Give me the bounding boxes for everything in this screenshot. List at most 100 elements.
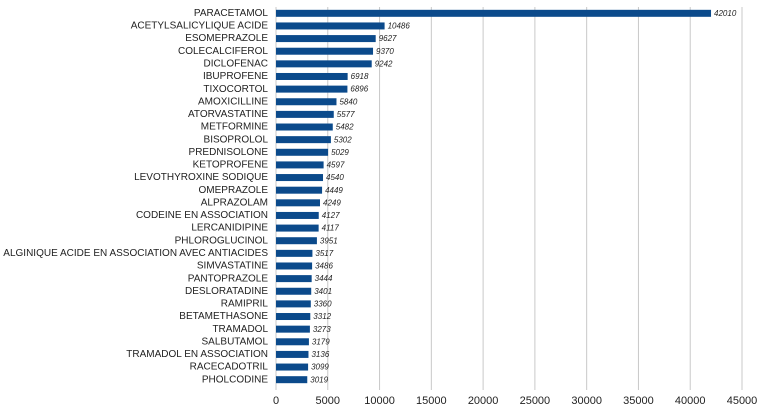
bar [276, 199, 321, 207]
bar [276, 60, 372, 68]
y-tick-label: LEVOTHYROXINE SODIQUE [134, 172, 268, 183]
y-tick-label: KETOPROFENE [193, 160, 269, 171]
y-tick-label: AMOXICILLINE [198, 96, 268, 107]
bar [276, 300, 311, 308]
value-label: 10486 [388, 22, 411, 31]
y-tick-label: SALBUTAMOL [202, 336, 269, 347]
bar [276, 350, 309, 358]
value-label: 9242 [375, 59, 393, 68]
y-tick-label: SIMVASTATINE [197, 261, 268, 272]
bar [276, 161, 324, 169]
bar [276, 363, 309, 371]
bar [276, 262, 313, 270]
y-tick-label: RAMIPRIL [221, 299, 269, 310]
y-tick-label: ESOMEPRAZOLE [185, 33, 268, 44]
bar [276, 237, 317, 245]
value-label: 5577 [337, 110, 355, 119]
bar [276, 123, 333, 131]
value-label: 3444 [315, 274, 333, 283]
y-tick-label: PHOLCODINE [202, 374, 268, 385]
value-label: 4249 [323, 198, 341, 207]
y-tick-label: ACETYLSALICYLIQUE ACIDE [131, 21, 269, 32]
bar [276, 325, 310, 333]
x-tick-label: 30000 [571, 395, 602, 407]
value-label: 4540 [326, 173, 344, 182]
bar [276, 136, 331, 144]
value-label: 3019 [310, 375, 328, 384]
value-label: 3486 [315, 262, 333, 271]
bar [276, 249, 313, 257]
value-label: 4127 [322, 211, 340, 220]
value-label: 42010 [714, 9, 737, 18]
value-label: 9370 [376, 47, 394, 56]
bar [276, 35, 376, 43]
y-tick-label: LERCANIDIPINE [191, 223, 268, 234]
y-tick-label: RACECADOTRIL [190, 362, 269, 373]
value-label: 3951 [320, 236, 338, 245]
y-tick-label: ALGINIQUE ACIDE EN ASSOCIATION AVEC ANTI… [3, 248, 268, 259]
y-tick-label: CODEINE EN ASSOCIATION [136, 210, 268, 221]
value-label: 5302 [334, 135, 352, 144]
value-label: 3099 [311, 363, 329, 372]
bar [276, 376, 308, 384]
y-tick-label: COLECALCIFEROL [178, 46, 268, 57]
y-tick-label: BETAMETHASONE [179, 311, 268, 322]
y-tick-label: IBUPROFENE [203, 71, 268, 82]
value-label: 6918 [351, 72, 369, 81]
y-tick-label: DESLORATADINE [185, 286, 268, 297]
x-tick-label: 10000 [364, 395, 395, 407]
x-tick-label: 25000 [520, 395, 551, 407]
x-tick-label: 35000 [623, 395, 654, 407]
value-label: 3273 [313, 325, 331, 334]
y-tick-label: PHLOROGLUCINOL [175, 235, 269, 246]
y-tick-label: ALPRAZOLAM [201, 197, 268, 208]
bar [276, 85, 348, 93]
y-tick-label: TRAMADOL EN ASSOCIATION [126, 349, 268, 360]
x-tick-label: 20000 [468, 395, 499, 407]
bar [276, 9, 712, 17]
y-tick-label: ATORVASTATINE [188, 109, 268, 120]
bar [276, 98, 337, 106]
y-tick-label: METFORMINE [201, 122, 269, 133]
bar [276, 338, 309, 346]
bar [276, 186, 323, 194]
bar [276, 22, 385, 30]
y-tick-label: DICLOFENAC [204, 58, 268, 69]
y-tick-label: PREDNISOLONE [189, 147, 269, 158]
bar [276, 72, 348, 80]
value-label: 6896 [350, 85, 368, 94]
bar [276, 47, 374, 55]
bar [276, 275, 312, 283]
value-label: 5029 [331, 148, 349, 157]
x-tick-label: 5000 [316, 395, 340, 407]
bar [276, 224, 319, 232]
y-tick-label: TRAMADOL [212, 324, 268, 335]
bar [276, 110, 334, 118]
x-tick-label: 40000 [675, 395, 706, 407]
value-label: 5482 [336, 123, 354, 132]
value-label: 4117 [322, 224, 340, 233]
value-label: 5840 [339, 97, 357, 106]
value-label: 3136 [311, 350, 329, 359]
value-label: 3517 [315, 249, 333, 258]
bar [276, 211, 319, 219]
bar [276, 313, 311, 321]
y-tick-label: PARACETAMOL [194, 8, 269, 19]
value-label: 3401 [314, 287, 332, 296]
value-label: 3360 [314, 299, 332, 308]
value-label: 3179 [312, 337, 330, 346]
x-tick-label: 15000 [416, 395, 447, 407]
x-tick-label: 0 [273, 395, 279, 407]
y-tick-label: TIXOCORTOL [203, 84, 268, 95]
x-tick-label: 45000 [727, 395, 758, 407]
bar [276, 148, 329, 156]
value-label: 3312 [313, 312, 331, 321]
bar [276, 287, 312, 295]
value-label: 4449 [325, 186, 343, 195]
y-tick-label: PANTOPRAZOLE [188, 273, 269, 284]
value-label: 4597 [327, 161, 345, 170]
y-tick-label: OMEPRAZOLE [199, 185, 269, 196]
y-tick-label: BISOPROLOL [204, 134, 269, 145]
